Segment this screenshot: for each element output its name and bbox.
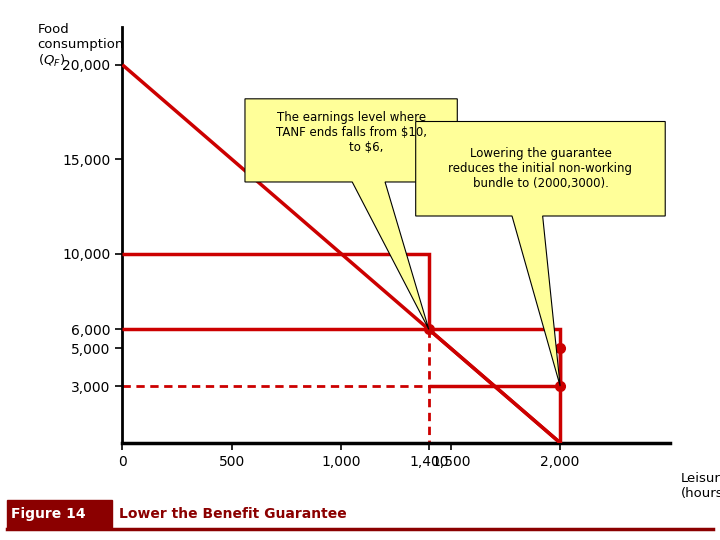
Text: Food
consumption
$(Q_F)$: Food consumption $(Q_F)$ <box>37 23 124 69</box>
Polygon shape <box>245 99 457 329</box>
Text: Leisure
(hours): Leisure (hours) <box>680 472 720 500</box>
Polygon shape <box>415 122 665 386</box>
Text: Figure 14: Figure 14 <box>11 508 86 521</box>
Text: The earnings level where
TANF ends falls from $10,
        to $6,: The earnings level where TANF ends falls… <box>276 111 427 154</box>
Text: Lowering the guarantee
reduces the initial non-working
bundle to (2000,3000).: Lowering the guarantee reduces the initi… <box>449 147 632 190</box>
Text: Lower the Benefit Guarantee: Lower the Benefit Guarantee <box>119 508 346 521</box>
